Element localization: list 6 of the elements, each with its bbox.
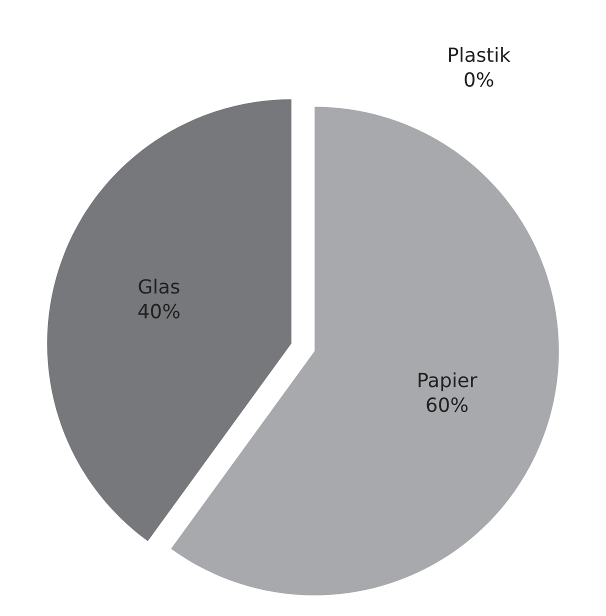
- slice-label: Papier: [418, 372, 478, 392]
- data-label: 40%: [138, 304, 180, 318]
- category-label: Plastik: [449, 47, 511, 62]
- data-label: 60%: [426, 397, 468, 412]
- text: 0%: [464, 72, 494, 87]
- slice-label: Glas: [138, 278, 180, 294]
